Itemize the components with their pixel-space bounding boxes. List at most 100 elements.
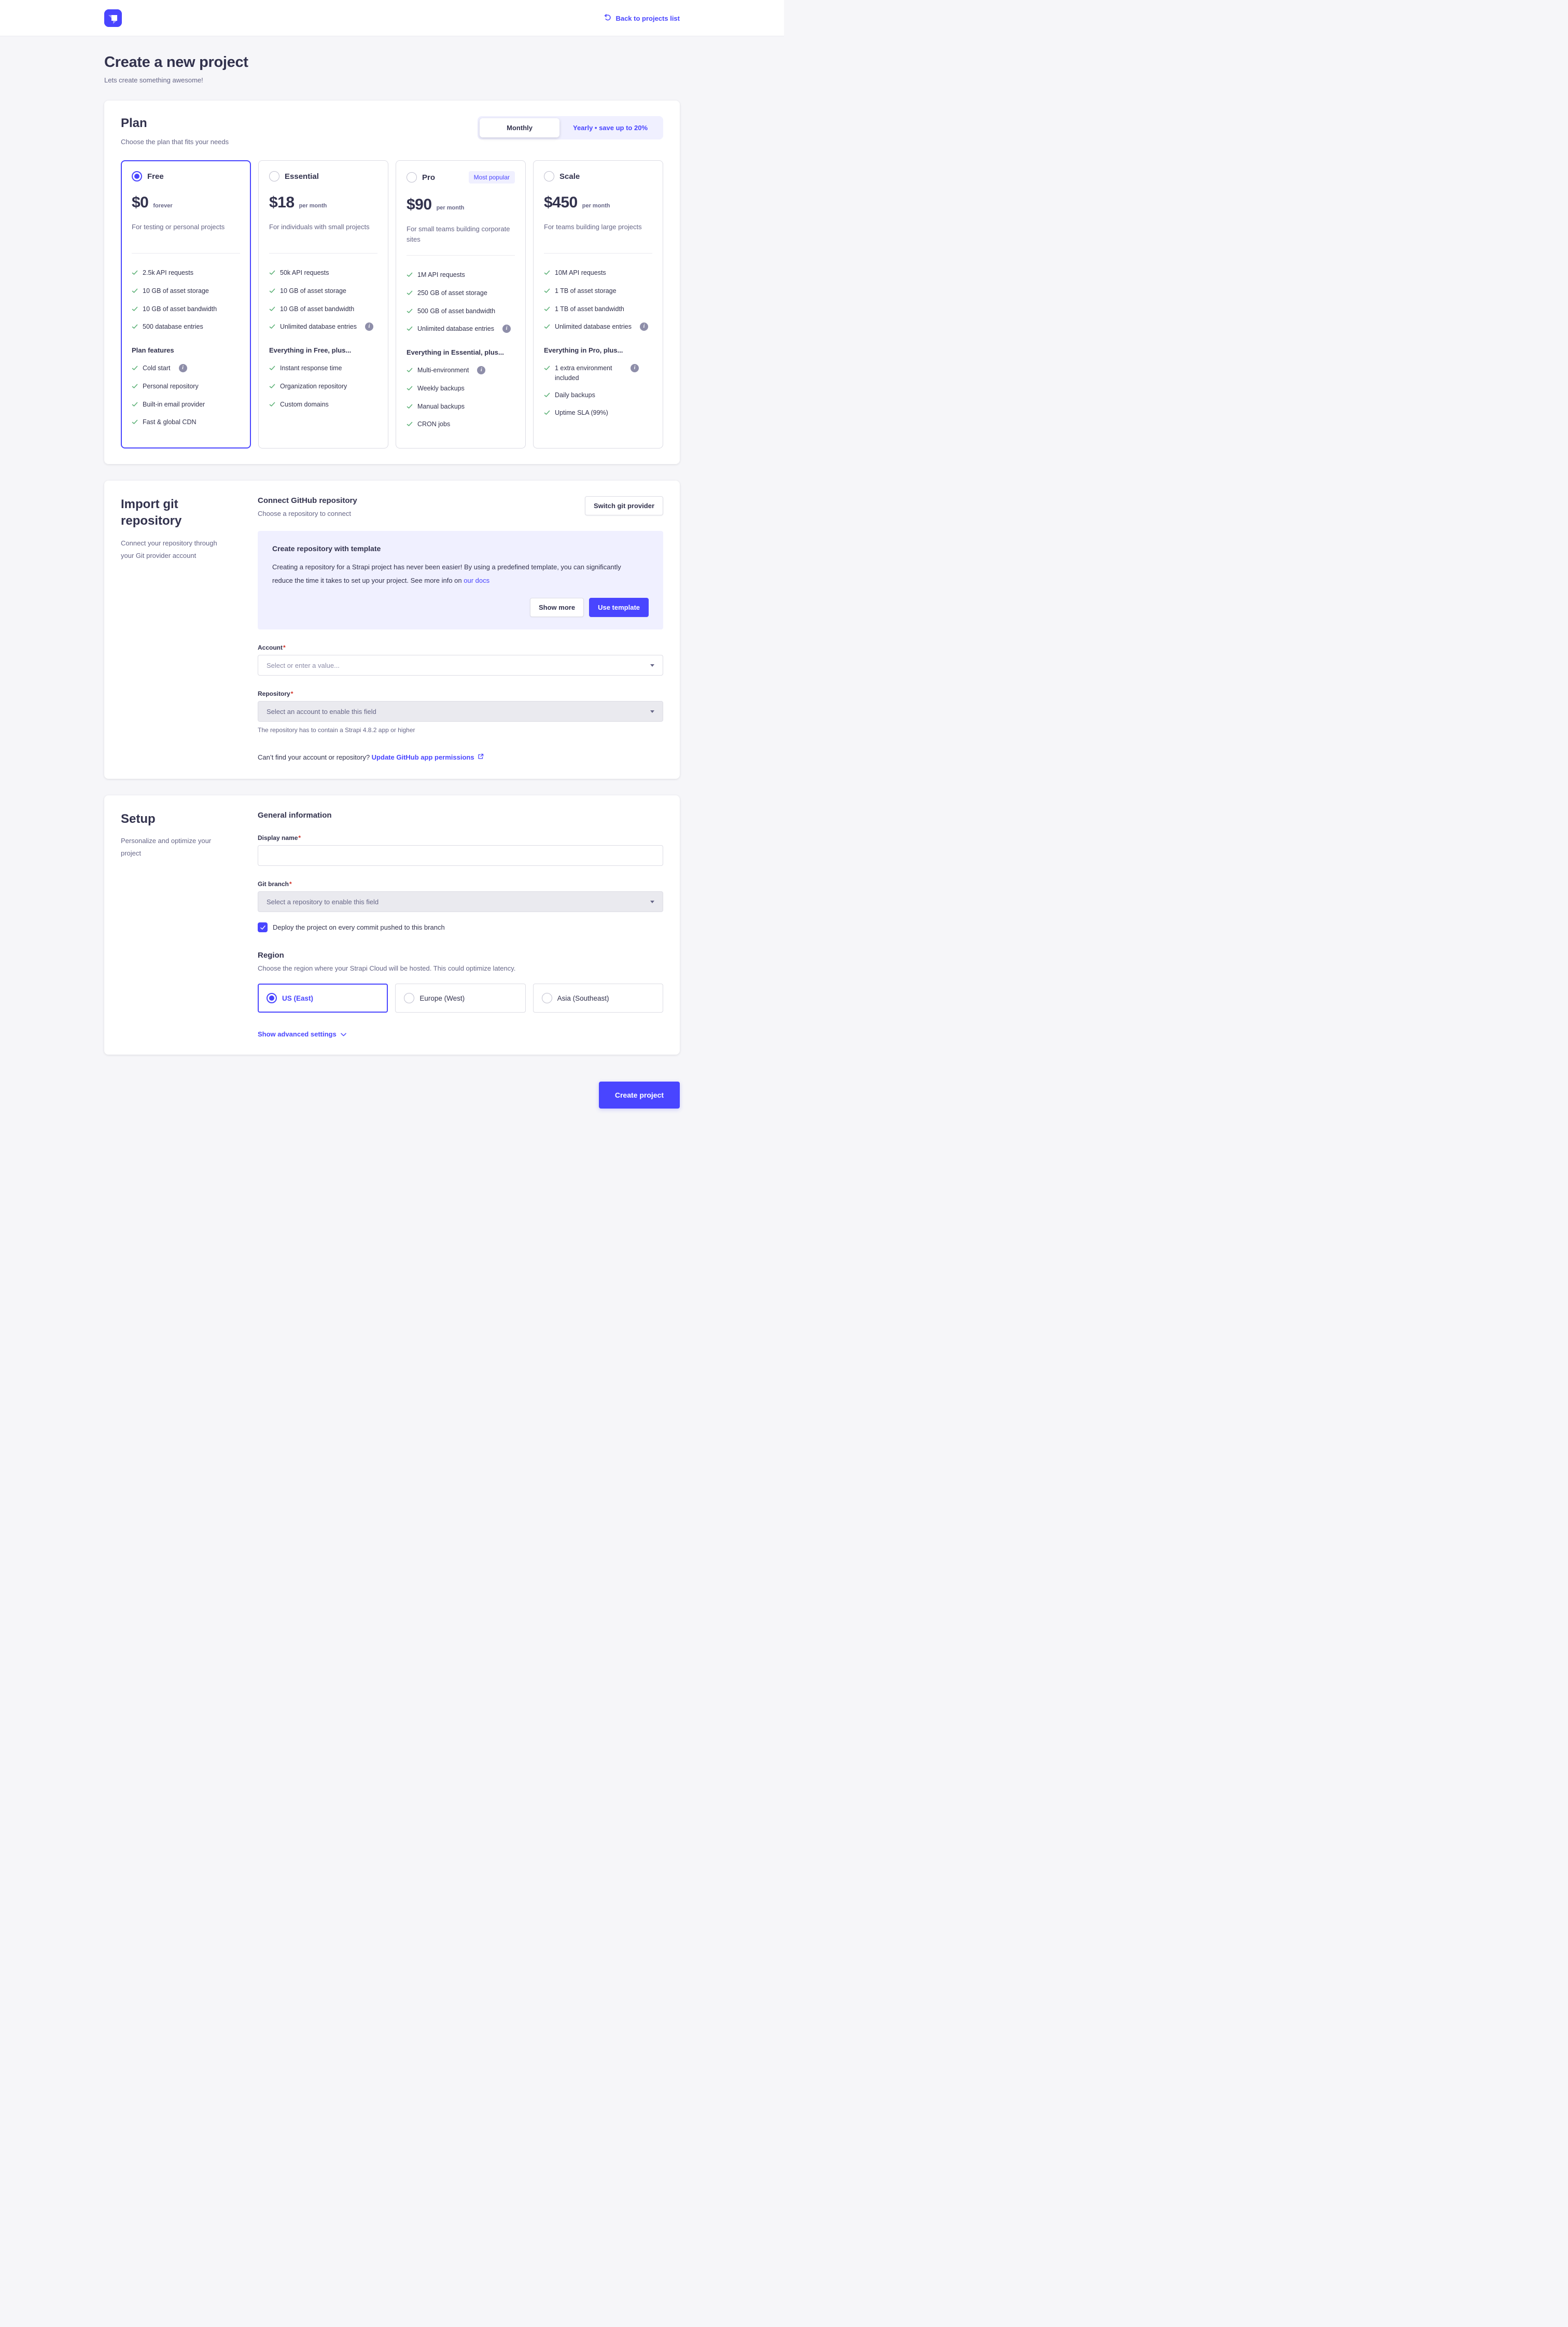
account-select[interactable]: Select or enter a value... [258, 655, 663, 676]
region-title: Region [258, 951, 284, 960]
back-link-label: Back to projects list [615, 14, 680, 22]
check-icon [544, 409, 550, 419]
billing-yearly-button[interactable]: Yearly • save up to 20% [559, 118, 661, 137]
info-icon[interactable]: i [640, 323, 648, 331]
top-bar: Back to projects list [0, 0, 784, 36]
show-more-button[interactable]: Show more [530, 598, 584, 617]
plan-section-title: Plan [121, 116, 147, 130]
region-option-label: Asia (Southeast) [557, 994, 609, 1002]
plan-feature: 500 GB of asset bandwidth [407, 306, 515, 317]
plan-feature: 2.5k API requests [132, 268, 240, 279]
region-option-europe-west[interactable]: Europe (West) [395, 984, 526, 1013]
most-popular-badge: Most popular [468, 171, 515, 184]
plan-name: Pro [422, 173, 436, 182]
our-docs-link[interactable]: our docs [464, 577, 490, 584]
account-select-placeholder: Select or enter a value... [267, 661, 340, 669]
info-icon[interactable]: i [477, 366, 486, 374]
info-icon[interactable]: i [631, 364, 639, 372]
plan-description: For small teams building corporate sites [407, 225, 510, 243]
plan-feature: Fast & global CDN [132, 417, 240, 428]
plan-price: $90 per month [407, 196, 465, 213]
billing-monthly-button[interactable]: Monthly [480, 118, 559, 137]
update-permissions-link[interactable]: Update GitHub app permissions [372, 753, 484, 761]
region-option-us-east[interactable]: US (East) [258, 984, 388, 1013]
plan-radio-scale[interactable] [544, 171, 554, 181]
deploy-checkbox[interactable] [258, 922, 268, 932]
use-template-button[interactable]: Use template [589, 598, 649, 617]
check-icon [132, 418, 138, 428]
git-branch-select[interactable]: Select a repository to enable this field [258, 891, 663, 912]
region-radio-us-east[interactable] [267, 993, 277, 1003]
plan-radio-essential[interactable] [269, 171, 279, 181]
plan-card-essential[interactable]: Essential $18 per month For individuals … [258, 160, 388, 448]
deploy-checkbox-label: Deploy the project on every commit pushe… [273, 923, 445, 931]
check-icon [132, 401, 138, 411]
plan-feature-group-label: Everything in Free, plus... [269, 346, 352, 354]
check-icon [544, 287, 550, 297]
git-branch-label: Git branch* [258, 880, 292, 888]
plan-feature-group-label: Everything in Essential, plus... [407, 348, 504, 356]
display-name-input[interactable] [258, 845, 663, 866]
plan-feature: 10 GB of asset storage [132, 286, 240, 297]
setup-section-title: Setup [121, 812, 156, 826]
connect-github-title: Connect GitHub repository [258, 496, 357, 505]
repository-select-placeholder: Select an account to enable this field [267, 707, 376, 716]
plan-price: $18 per month [269, 194, 327, 211]
divider [407, 255, 515, 256]
page-subtitle: Lets create something awesome! [104, 76, 203, 84]
plan-card-pro[interactable]: Pro Most popular $90 per month For small… [396, 160, 526, 448]
import-section-title: Import git repository [121, 497, 182, 528]
template-panel-title: Create repository with template [272, 544, 381, 553]
import-git-section-card: Import git repository Connect your repos… [104, 481, 680, 779]
general-information-title: General information [258, 811, 332, 820]
plan-card-free[interactable]: Free $0 forever For testing or personal … [121, 160, 251, 448]
plan-feature: Manual backups [407, 402, 515, 413]
plan-description: For testing or personal projects [132, 223, 225, 231]
info-icon[interactable]: i [502, 325, 511, 333]
plan-feature: Weekly backups [407, 384, 515, 395]
check-icon [132, 365, 138, 374]
template-panel: Create repository with template Creating… [258, 531, 663, 629]
check-icon [407, 289, 413, 299]
region-radio-asia-southeast[interactable] [541, 993, 552, 1003]
check-icon [544, 269, 550, 279]
check-icon [407, 385, 413, 395]
check-icon [269, 383, 275, 392]
check-icon [544, 305, 550, 315]
create-project-button[interactable]: Create project [598, 1082, 680, 1109]
region-option-asia-southeast[interactable]: Asia (Southeast) [533, 984, 663, 1013]
required-asterisk: * [289, 880, 292, 888]
plan-feature: Unlimited database entries i [269, 322, 377, 333]
check-icon [269, 287, 275, 297]
plan-name: Scale [559, 172, 580, 181]
check-icon [132, 269, 138, 279]
plan-radio-pro[interactable] [407, 172, 417, 183]
connect-github-subtitle: Choose a repository to connect [258, 510, 351, 517]
plan-section-card: Plan Choose the plan that fits your need… [104, 101, 680, 464]
plan-price: $450 per month [544, 194, 610, 211]
display-name-label: Display name* [258, 834, 301, 842]
check-icon [132, 287, 138, 297]
deploy-checkbox-row[interactable]: Deploy the project on every commit pushe… [258, 922, 663, 932]
plan-description: For individuals with small projects [269, 223, 370, 231]
external-link-icon [478, 753, 484, 761]
setup-section-card: Setup Personalize and optimize your proj… [104, 795, 680, 1055]
info-icon[interactable]: i [365, 323, 373, 331]
info-icon[interactable]: i [178, 364, 187, 372]
plan-card-scale[interactable]: Scale $450 per month For teams building … [533, 160, 663, 448]
plan-radio-free[interactable] [132, 171, 142, 181]
plan-price: $0 forever [132, 194, 173, 211]
region-radio-europe-west[interactable] [404, 993, 415, 1003]
plan-feature: CRON jobs [407, 419, 515, 430]
back-to-projects-link[interactable]: Back to projects list [604, 13, 680, 23]
plan-feature: 500 database entries [132, 322, 240, 333]
back-arrow-icon [604, 13, 611, 23]
check-icon [544, 323, 550, 333]
check-icon [407, 403, 413, 413]
show-advanced-settings-link[interactable]: Show advanced settings [258, 1030, 346, 1038]
divider [269, 253, 377, 254]
repository-select[interactable]: Select an account to enable this field [258, 701, 663, 722]
switch-git-provider-button[interactable]: Switch git provider [584, 496, 663, 515]
plan-feature: 10M API requests [544, 268, 652, 279]
required-asterisk: * [298, 834, 301, 842]
